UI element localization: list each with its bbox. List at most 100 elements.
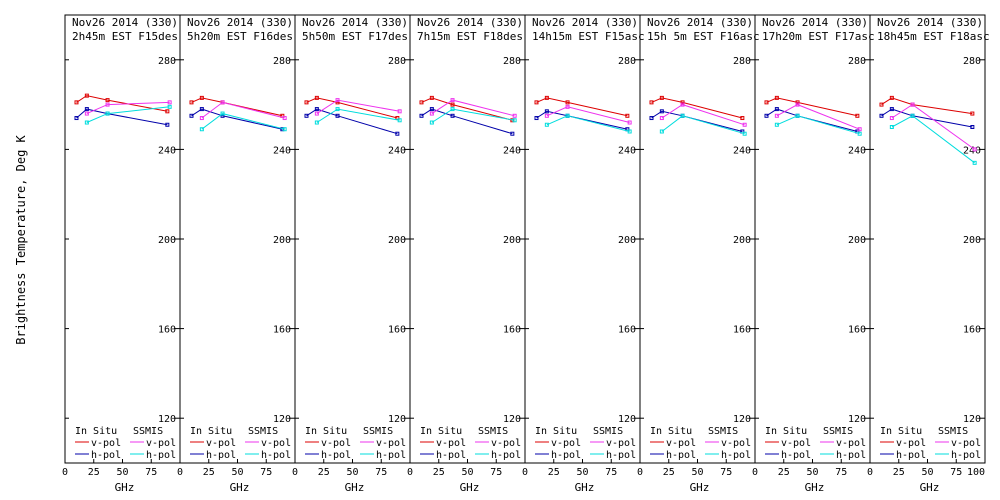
legend-label-ssmis-vpol: v-pol [836, 438, 866, 449]
data-point-insitu-hpol [764, 113, 769, 118]
y-tick-label: 120 [158, 414, 176, 425]
y-tick-label: 120 [963, 414, 981, 425]
data-point-ssmis-hpol [795, 113, 800, 118]
data-point-insitu-hpol [84, 107, 89, 112]
data-point-insitu-hpol [395, 131, 400, 136]
x-tick-label: 75 [720, 467, 732, 478]
data-point-ssmis-hpol [742, 131, 747, 136]
x-tick-label: 25 [88, 467, 100, 478]
y-tick-label: 240 [963, 145, 981, 156]
data-point-ssmis-vpol [199, 116, 204, 121]
data-point-ssmis-vpol [314, 111, 319, 116]
y-tick-label: 280 [503, 56, 521, 67]
series-line-insitu-hpol [766, 108, 858, 132]
series-line-insitu-vpol [76, 95, 168, 112]
legend-ssmis-header: SSMIS [363, 426, 393, 437]
x-tick-label: 25 [318, 467, 330, 478]
data-point-ssmis-hpol [429, 120, 434, 125]
legend-label-ssmis-vpol: v-pol [721, 438, 751, 449]
panel-6: 120 160 200 240 280 0 25 50 75 GHz Nov26 2014 (330… [637, 14, 760, 494]
x-tick-label: 25 [893, 467, 905, 478]
data-point-insitu-vpol [419, 100, 424, 105]
data-point-ssmis-vpol [167, 100, 172, 105]
series-line-ssmis-hpol [86, 106, 170, 123]
data-point-ssmis-hpol [105, 111, 110, 116]
data-point-ssmis-vpol [889, 116, 894, 121]
legend-label-insitu-hpol: h-pol [206, 450, 236, 461]
panel-title-time: 2h45m EST F15des [72, 30, 178, 43]
data-point-insitu-hpol [314, 107, 319, 112]
x-tick-label: 50 [806, 467, 818, 478]
panel-title-time: 7h15m EST F18des [417, 30, 523, 43]
legend-label-ssmis-hpol: h-pol [376, 450, 406, 461]
data-point-insitu-hpol [189, 113, 194, 118]
y-tick-label: 200 [618, 235, 636, 246]
series-line-ssmis-hpol [891, 115, 975, 164]
legend-label-insitu-hpol: h-pol [666, 450, 696, 461]
series-line-insitu-hpol [651, 110, 743, 132]
x-tick-label: 0 [407, 467, 413, 478]
x-tick-label: 75 [260, 467, 272, 478]
legend-label-insitu-hpol: h-pol [321, 450, 351, 461]
y-tick-label: 200 [963, 235, 981, 246]
series-line-insitu-hpol [881, 108, 973, 128]
data-point-ssmis-hpol [167, 104, 172, 109]
legend-label-ssmis-vpol: v-pol [606, 438, 636, 449]
series-line-ssmis-vpol [546, 106, 630, 123]
data-point-ssmis-vpol [105, 102, 110, 107]
x-axis-label: GHz [575, 481, 595, 494]
y-tick-label: 280 [158, 56, 176, 67]
x-axis-label: GHz [345, 481, 365, 494]
data-point-insitu-vpol [879, 102, 884, 107]
data-point-insitu-hpol [649, 116, 654, 121]
y-tick-label: 200 [848, 235, 866, 246]
y-tick-label: 240 [733, 145, 751, 156]
data-point-insitu-hpol [879, 113, 884, 118]
series-line-ssmis-vpol [891, 103, 975, 150]
legend-label-insitu-hpol: h-pol [896, 450, 926, 461]
legend-label-insitu-vpol: v-pol [666, 438, 696, 449]
legend-insitu-header: In Situ [880, 426, 922, 437]
panels-group: 120 160 200 240 280 0 25 50 75 GHz Nov26 2014 (330… [62, 14, 990, 494]
data-point-insitu-vpol [565, 100, 570, 105]
y-tick-label: 160 [733, 325, 751, 336]
y-tick-label: 200 [158, 235, 176, 246]
y-tick-label: 280 [273, 56, 291, 67]
legend-label-ssmis-hpol: h-pol [951, 450, 981, 461]
data-point-insitu-hpol [429, 107, 434, 112]
series-line-ssmis-vpol [201, 101, 285, 119]
x-tick-label: 75 [835, 467, 847, 478]
data-point-insitu-vpol [795, 100, 800, 105]
legend-insitu-header: In Situ [190, 426, 232, 437]
x-tick-label: 0 [522, 467, 528, 478]
x-tick-label: 25 [203, 467, 215, 478]
legend-label-ssmis-vpol: v-pol [376, 438, 406, 449]
data-point-ssmis-hpol [220, 111, 225, 116]
series-line-insitu-hpol [421, 108, 513, 135]
data-point-ssmis-vpol [910, 102, 915, 107]
data-point-ssmis-hpol [335, 107, 340, 112]
panel-title-date: Nov26 2014 (330) [532, 16, 638, 29]
y-tick-label: 240 [158, 145, 176, 156]
legend-label-ssmis-hpol: h-pol [491, 450, 521, 461]
y-tick-label: 160 [158, 325, 176, 336]
x-tick-label: 75 [950, 467, 962, 478]
x-tick-label: 25 [778, 467, 790, 478]
series-line-insitu-vpol [881, 97, 973, 115]
x-tick-label: 50 [691, 467, 703, 478]
data-point-ssmis-vpol [565, 104, 570, 109]
y-tick-label: 120 [388, 414, 406, 425]
y-tick-label: 120 [848, 414, 866, 425]
legend-insitu-header: In Situ [765, 426, 807, 437]
data-point-insitu-vpol [855, 113, 860, 118]
x-tick-label: 0 [867, 467, 873, 478]
series-line-insitu-vpol [536, 97, 628, 117]
y-tick-label: 160 [848, 325, 866, 336]
legend-insitu-header: In Situ [535, 426, 577, 437]
x-tick-label: 50 [231, 467, 243, 478]
series-line-ssmis-hpol [776, 115, 860, 135]
y-tick-label: 240 [388, 145, 406, 156]
data-point-insitu-hpol [544, 109, 549, 114]
